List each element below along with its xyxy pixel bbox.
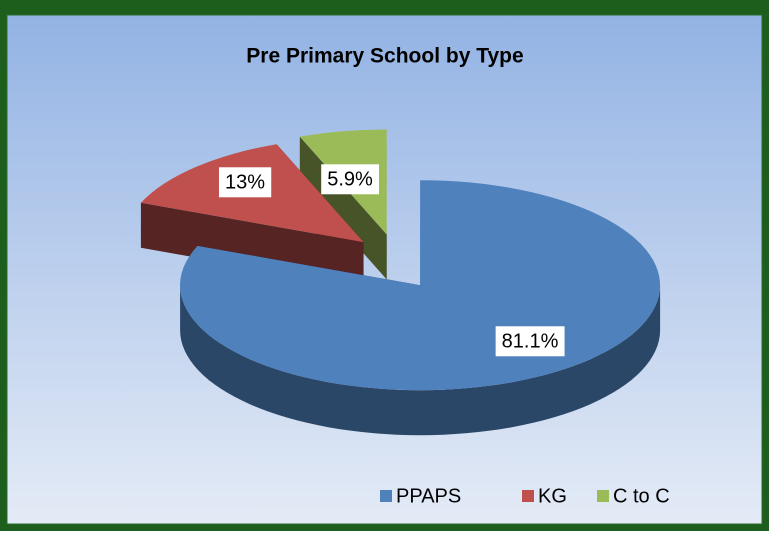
data-label: 81.1% <box>502 330 559 352</box>
legend-swatch <box>597 490 609 502</box>
chart-title: Pre Primary School by Type <box>246 45 523 68</box>
legend-label: KG <box>538 485 567 507</box>
data-label: 13% <box>225 171 265 193</box>
data-label: 5.9% <box>327 168 373 190</box>
legend-swatch <box>522 490 534 502</box>
legend-label: PPAPS <box>396 485 461 507</box>
legend-swatch <box>380 490 392 502</box>
legend-label: C to C <box>613 485 670 507</box>
